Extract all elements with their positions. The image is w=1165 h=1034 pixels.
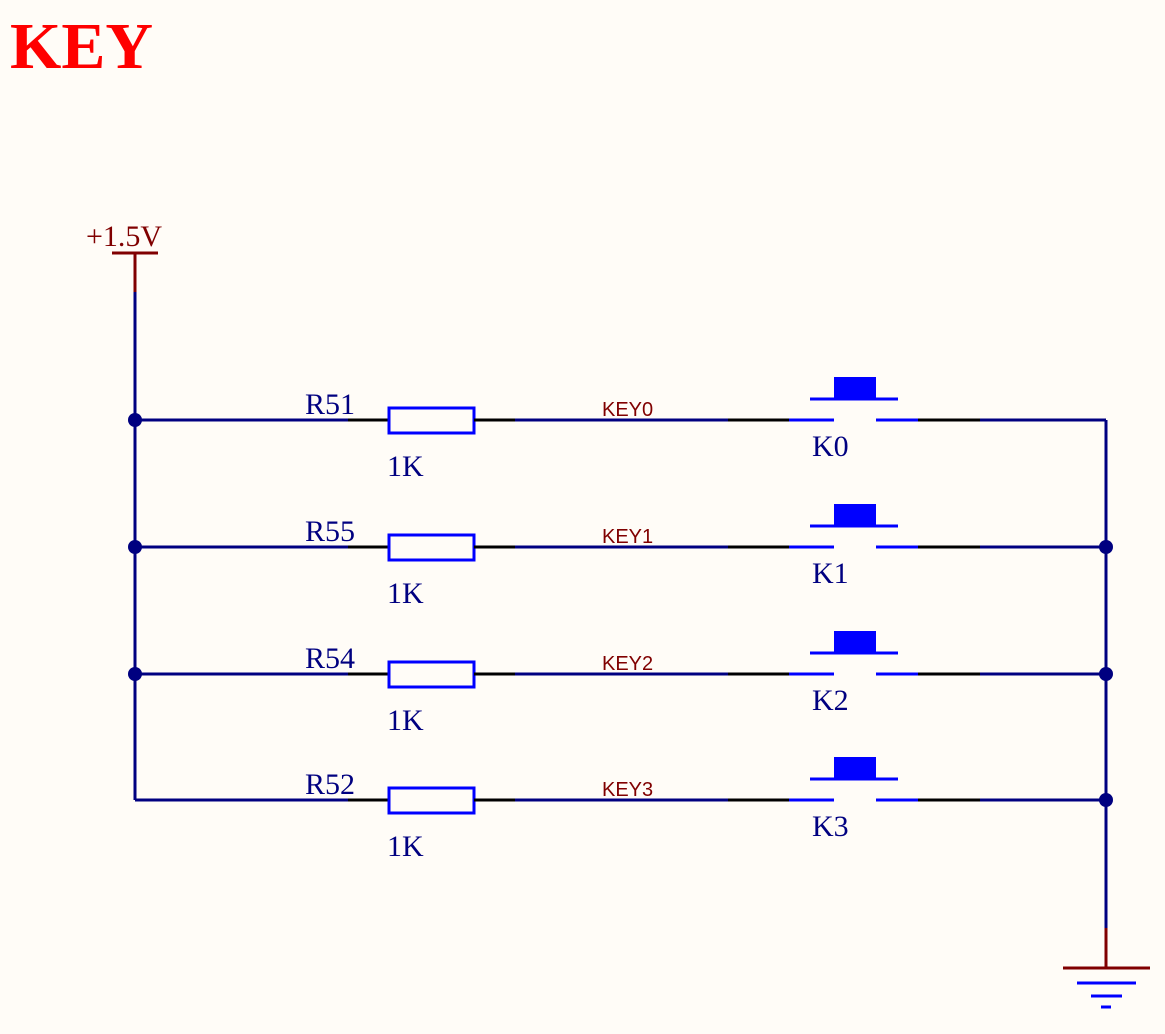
junction-dot bbox=[128, 667, 142, 681]
row-3: R52 1K KEY3 K3 bbox=[135, 757, 1106, 863]
row-1: R55 1K KEY1 K1 bbox=[135, 504, 1106, 610]
switch-button bbox=[834, 504, 876, 526]
junction-dot bbox=[1099, 667, 1113, 681]
switch-button bbox=[834, 757, 876, 779]
resistor-body bbox=[387, 786, 476, 815]
resistor-designator: R52 bbox=[305, 768, 355, 801]
resistor-value: 1K bbox=[387, 450, 424, 483]
net-label: KEY1 bbox=[602, 526, 653, 548]
resistor-body bbox=[387, 660, 476, 689]
net-label: KEY0 bbox=[602, 399, 653, 421]
resistor-value: 1K bbox=[387, 704, 424, 737]
switch-designator: K1 bbox=[812, 557, 849, 590]
row-2: R54 1K KEY2 K2 bbox=[135, 631, 1106, 737]
junction-dot bbox=[128, 540, 142, 554]
resistor-body bbox=[387, 406, 476, 435]
resistor-designator: R55 bbox=[305, 515, 355, 548]
page-title: KEY bbox=[10, 10, 153, 83]
resistor-value: 1K bbox=[387, 577, 424, 610]
junction-dot bbox=[128, 413, 142, 427]
switch-button bbox=[834, 631, 876, 653]
switch-designator: K2 bbox=[812, 684, 849, 717]
row-0: R51 1K KEY0 K0 bbox=[135, 377, 1106, 483]
power-symbol: +1.5V bbox=[86, 220, 162, 292]
net-label: KEY2 bbox=[602, 653, 653, 675]
resistor-body bbox=[387, 533, 476, 562]
switch-button bbox=[834, 377, 876, 399]
junctions bbox=[128, 413, 1113, 807]
power-label: +1.5V bbox=[86, 220, 162, 253]
resistor-designator: R54 bbox=[305, 642, 355, 675]
junction-dot bbox=[1099, 540, 1113, 554]
resistor-designator: R51 bbox=[305, 388, 355, 421]
net-label: KEY3 bbox=[602, 779, 653, 801]
resistor-value: 1K bbox=[387, 830, 424, 863]
switch-designator: K0 bbox=[812, 430, 849, 463]
switch-designator: K3 bbox=[812, 810, 849, 843]
ground-symbol bbox=[1063, 928, 1150, 1009]
junction-dot bbox=[1099, 793, 1113, 807]
